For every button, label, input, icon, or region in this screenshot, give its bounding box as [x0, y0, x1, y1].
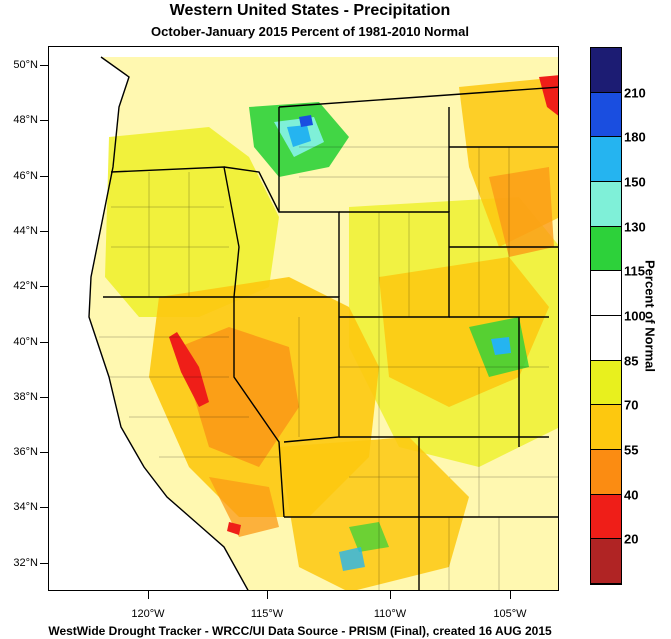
colorbar-tick-label: 70 [624, 397, 639, 413]
colorbar-segment [591, 182, 621, 227]
colorbar-tick-label: 115 [624, 263, 645, 279]
lat-tick [40, 230, 48, 232]
lon-tick [267, 591, 268, 599]
colorbar-tick-label: 55 [624, 442, 639, 458]
lat-tick [40, 120, 48, 122]
zone-20-40-spot [227, 522, 241, 535]
lon-tick [148, 591, 149, 599]
lon-label: 105°W [493, 608, 527, 620]
colorbar-segment [591, 226, 621, 272]
lat-tick [40, 65, 48, 66]
lon-tick [510, 591, 511, 599]
zone-40-55-nevada [179, 327, 299, 467]
zone-40-55-arizona [209, 477, 279, 537]
colorbar-tick-label: 180 [624, 129, 646, 145]
lon-label: 120°W [131, 608, 165, 620]
lat-tick [40, 341, 48, 343]
colorbar-segment [591, 405, 621, 450]
colorbar-segment [591, 360, 621, 406]
colorbar-tick-label: 20 [624, 531, 639, 547]
colorbar-segment [591, 494, 621, 540]
colorbar-tick-label: 210 [624, 85, 646, 101]
precipitation-map [48, 46, 559, 591]
colorbar-tick-label: 85 [624, 353, 639, 369]
zone-150-180-south [339, 547, 365, 571]
zone-70-85-west [105, 127, 279, 317]
zone-180-210-north [299, 115, 313, 127]
lon-label: 110°W [373, 608, 407, 620]
lat-label: 32°N [13, 556, 38, 569]
map-canvas [49, 47, 558, 590]
colorbar-tick-label: 150 [624, 174, 646, 190]
lat-label: 34°N [13, 501, 38, 514]
zone-150-180-colorado [491, 337, 511, 355]
zone-20-40-sierra [169, 332, 209, 407]
colorbar-segment [591, 271, 621, 316]
colorbar-tick-label: 100 [624, 308, 646, 324]
credit-line: WestWide Drought Tracker - WRCC/UI Data … [48, 624, 552, 638]
lat-label: 44°N [13, 224, 38, 237]
zone-150-180-north [287, 125, 311, 147]
zone-55-70-south [279, 437, 469, 590]
colorbar-tick-label: 40 [624, 487, 639, 503]
lat-tick [40, 562, 48, 564]
lat-label: 36°N [13, 446, 38, 459]
county-lines [99, 146, 558, 590]
lat-label: 38°N [13, 390, 38, 403]
state-boundaries [88, 56, 558, 590]
colorbar-segment [591, 539, 621, 584]
lat-tick [40, 452, 48, 454]
lat-label: 48°N [13, 114, 38, 127]
lon-label: 115°W [250, 608, 284, 620]
lon-tick [390, 591, 391, 599]
colorbar [590, 47, 622, 585]
zone-20-40-ne-corner [539, 75, 558, 116]
lat-label: 42°N [13, 280, 38, 293]
map-title: Western United States - Precipitation [169, 2, 451, 19]
map-subtitle: October-January 2015 Percent of 1981-201… [151, 24, 469, 39]
lat-tick [40, 396, 48, 398]
lat-label: 50°N [13, 59, 38, 71]
lat-tick [40, 175, 48, 177]
colorbar-tick-label: 130 [624, 219, 646, 235]
lat-tick [40, 286, 48, 288]
colorbar-segment [591, 92, 621, 138]
lat-label: 40°N [13, 335, 38, 348]
colorbar-segment [591, 316, 621, 361]
lat-tick [40, 507, 48, 509]
zone-40-55-ne [489, 167, 554, 257]
colorbar-segment [591, 48, 621, 93]
lat-label: 46°N [13, 169, 38, 182]
colorbar-segment [591, 137, 621, 182]
colorbar-segment [591, 450, 621, 495]
